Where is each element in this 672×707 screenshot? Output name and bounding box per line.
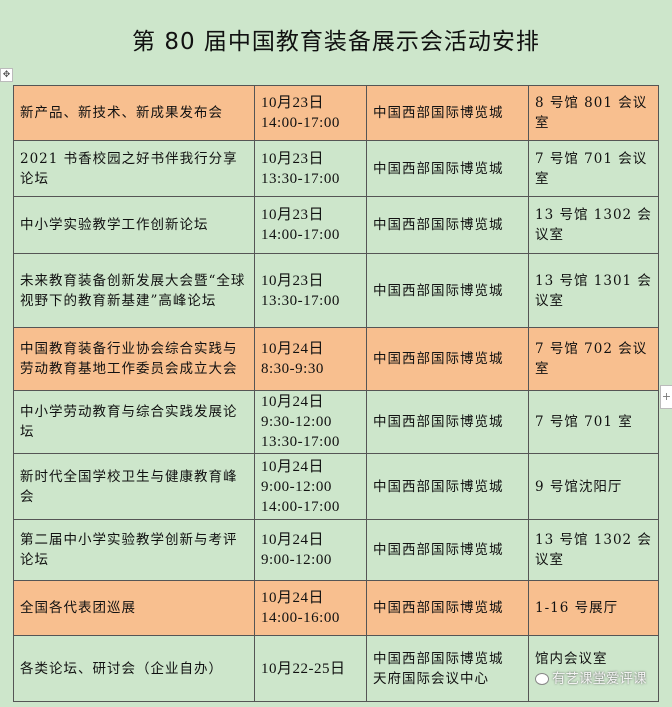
venue-cell: 中国西部国际博览城 (366, 519, 529, 581)
event-cell: 中小学实验教学工作创新论坛 (13, 196, 255, 254)
table-row: 未来教育装备创新发展大会暨“全球视野下的教育新基建”高峰论坛 10月23日 13:… (13, 253, 659, 328)
time-cell: 10月23日 13:30-17:00 (254, 253, 367, 328)
watermark-text: 有艺课堂爱评课 (552, 670, 647, 687)
venue-cell: 中国西部国际博览城 (366, 140, 529, 197)
event-cell: 未来教育装备创新发展大会暨“全球视野下的教育新基建”高峰论坛 (13, 253, 255, 328)
room-cell: 馆内会议室有艺课堂爱评课 (528, 635, 659, 702)
room-cell: 13 号馆 1302 会议室 (528, 196, 659, 254)
table-move-handle-icon[interactable]: ✥ (0, 68, 13, 82)
room-cell: 13 号馆 1302 会议室 (528, 519, 659, 581)
venue-cell: 中国西部国际博览城 (366, 327, 529, 391)
venue-cell: 中国西部国际博览城 (366, 253, 529, 328)
room-cell: 7 号馆 702 会议室 (528, 327, 659, 391)
event-cell: 中小学劳动教育与综合实践发展论坛 (13, 390, 255, 454)
event-cell: 全国各代表团巡展 (13, 580, 255, 636)
room-cell: 7 号馆 701 室 (528, 390, 659, 454)
venue-cell: 中国西部国际博览城 (366, 453, 529, 520)
watermark: 有艺课堂爱评课 (535, 669, 653, 689)
page-title: 第 80 届中国教育装备展示会活动安排 (132, 29, 540, 55)
table-row: 中小学实验教学工作创新论坛 10月23日 14:00-17:00 中国西部国际博览城… (13, 196, 659, 254)
venue-cell: 中国西部国际博览城 (366, 580, 529, 636)
event-cell: 新时代全国学校卫生与健康教育峰会 (13, 453, 255, 520)
time-cell: 10月24日 9:30-12:00 13:30-17:00 (254, 390, 367, 454)
event-cell: 各类论坛、研讨会（企业自办） (13, 635, 255, 702)
time-cell: 10月23日 14:00-17:00 (254, 196, 367, 254)
room-cell: 8 号馆 801 会议室 (528, 85, 659, 141)
table-row: 2021 书香校园之好书伴我行分享论坛 10月23日 13:30-17:00 中国西… (13, 140, 659, 197)
room-cell: 7 号馆 701 会议室 (528, 140, 659, 197)
add-column-icon[interactable]: + (660, 385, 672, 409)
time-cell: 10月23日 14:00-17:00 (254, 85, 367, 141)
table-row: 新产品、新技术、新成果发布会 10月23日 14:00-17:00 中国西部国际博览… (13, 85, 659, 141)
room-cell: 9 号馆沈阳厅 (528, 453, 659, 520)
event-cell: 2021 书香校园之好书伴我行分享论坛 (13, 140, 255, 197)
table-row: 中国教育装备行业协会综合实践与劳动教育基地工作委员会成立大会 10月24日 8:3… (13, 327, 659, 391)
table-row: 中小学劳动教育与综合实践发展论坛 10月24日 9:30-12:00 13:30-… (13, 390, 659, 454)
table-row: 第二届中小学实验教学创新与考评论坛 10月24日 9:00-12:00 中国西部国际… (13, 519, 659, 581)
venue-cell: 中国西部国际博览城 (366, 196, 529, 254)
venue-cell: 中国西部国际博览城 (366, 85, 529, 141)
time-cell: 10月24日 9:00-12:00 14:00-17:00 (254, 453, 367, 520)
time-cell: 10月24日 8:30-9:30 (254, 327, 367, 391)
time-cell: 10月24日 9:00-12:00 (254, 519, 367, 581)
table-row: 全国各代表团巡展 10月24日 14:00-16:00 中国西部国际博览城 1-16 … (13, 580, 659, 636)
venue-cell: 中国西部国际博览城 天府国际会议中心 (366, 635, 529, 702)
event-cell: 第二届中小学实验教学创新与考评论坛 (13, 519, 255, 581)
time-cell: 10月23日 13:30-17:00 (254, 140, 367, 197)
event-cell: 新产品、新技术、新成果发布会 (13, 85, 255, 141)
wechat-icon (535, 672, 549, 685)
time-cell: 10月22-25日 (254, 635, 367, 702)
schedule-table: 新产品、新技术、新成果发布会 10月23日 14:00-17:00 中国西部国际博览… (13, 85, 659, 702)
time-cell: 10月24日 14:00-16:00 (254, 580, 367, 636)
room-text: 馆内会议室 (535, 650, 608, 667)
event-cell: 中国教育装备行业协会综合实践与劳动教育基地工作委员会成立大会 (13, 327, 255, 391)
table-row: 新时代全国学校卫生与健康教育峰会 10月24日 9:00-12:00 14:00-… (13, 453, 659, 520)
table-row: 各类论坛、研讨会（企业自办） 10月22-25日 中国西部国际博览城 天府国际会议中… (13, 635, 659, 702)
venue-cell: 中国西部国际博览城 (366, 390, 529, 454)
room-cell: 1-16 号展厅 (528, 580, 659, 636)
room-cell: 13 号馆 1301 会议室 (528, 253, 659, 328)
